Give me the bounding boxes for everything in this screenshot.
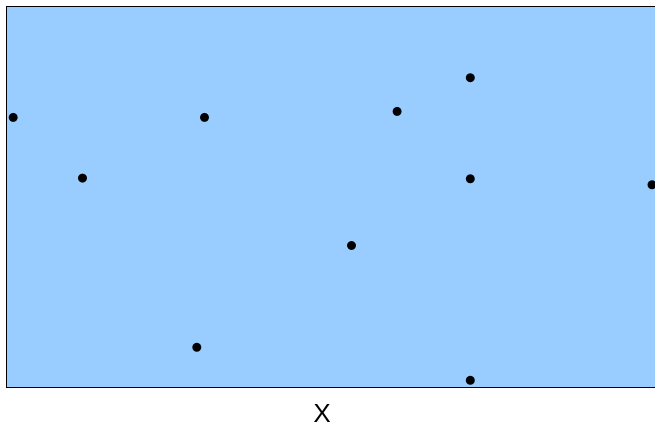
data-point [347,241,356,250]
x-axis-label: X [313,398,330,425]
data-point [8,112,18,122]
data-point [78,173,87,183]
data-point [200,112,209,122]
data-point [647,180,655,190]
plot-area [6,6,655,388]
data-point [192,342,202,352]
data-point [465,174,475,184]
data-point [465,73,475,83]
data-point [465,375,475,385]
data-points [8,73,655,385]
data-point [392,106,402,116]
